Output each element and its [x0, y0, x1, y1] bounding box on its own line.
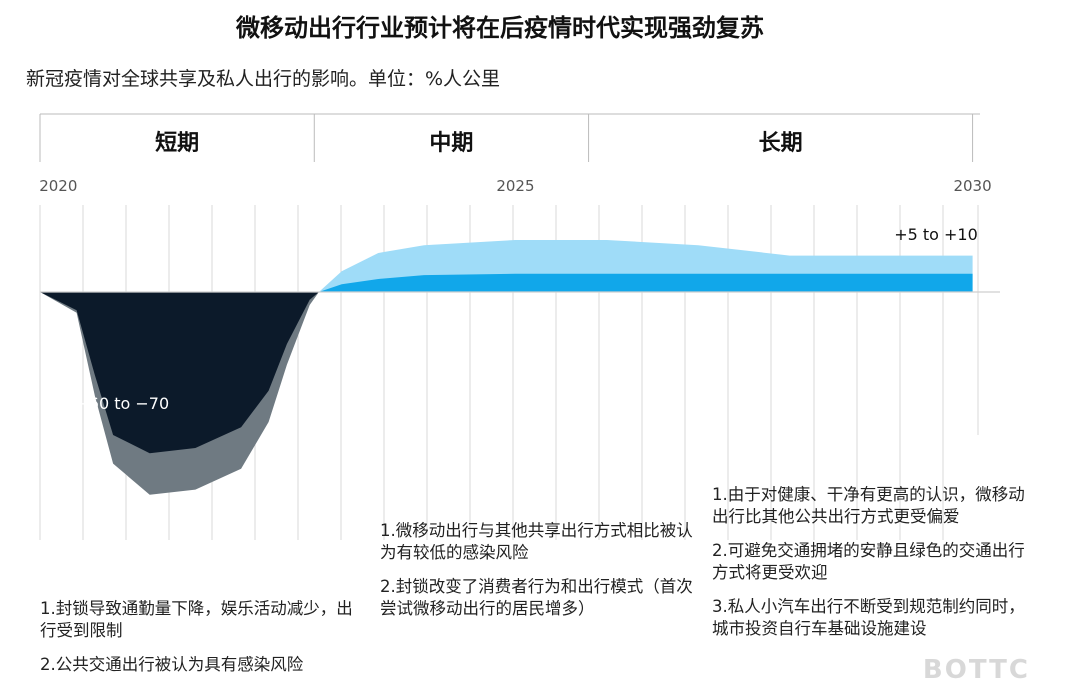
x-tick-label: 2025 — [496, 177, 534, 195]
phase-label: 长期 — [759, 131, 803, 156]
long-note-2: 2.可避免交通拥堵的安静且绿色的交通出行方式将更受欢迎 — [712, 541, 1025, 582]
long-note-3: 3.私人小汽车出行不断受到规范制约同时，城市投资自行车基础设施建设 — [712, 597, 1025, 638]
data-annotation: +5 to +10 — [894, 225, 978, 244]
long-term-notes: 1.由于对健康、干净有更高的认识，微移动出行比其他公共出行方式更受偏爱 2.可避… — [712, 484, 1032, 652]
area-decline_inner — [40, 292, 319, 454]
area-growth_inner — [318, 273, 973, 292]
phase-label: 中期 — [429, 131, 473, 156]
long-note-1: 1.由于对健康、干净有更高的认识，微移动出行比其他公共出行方式更受偏爱 — [712, 485, 1025, 526]
phase-label: 短期 — [155, 131, 199, 156]
mid-note-2: 2.封锁改变了消费者行为和出行模式（首次尝试微移动出行的居民增多） — [380, 577, 693, 618]
x-tick-label: 2020 — [39, 177, 77, 195]
mid-note-1: 1.微移动出行与其他共享出行方式相比被认为有较低的感染风险 — [380, 521, 693, 562]
watermark-logo: BOTTC — [922, 655, 1030, 685]
short-note-1: 1.封锁导致通勤量下降，娱乐活动减少，出行受到限制 — [40, 599, 353, 640]
data-annotation: −60 to −70 — [75, 394, 169, 413]
x-tick-label: 2030 — [953, 177, 991, 195]
chart-title: 微移动出行行业预计将在后疫情时代实现强劲复苏 — [236, 14, 764, 42]
short-note-2: 2.公共交通出行被认为具有感染风险 — [40, 655, 304, 674]
chart-subtitle: 新冠疫情对全球共享及私人出行的影响。单位：%人公里 — [26, 68, 501, 90]
short-term-notes: 1.封锁导致通勤量下降，娱乐活动减少，出行受到限制 2.公共交通出行被认为具有感… — [40, 598, 360, 688]
mid-term-notes: 1.微移动出行与其他共享出行方式相比被认为有较低的感染风险 2.封锁改变了消费者… — [380, 520, 698, 632]
